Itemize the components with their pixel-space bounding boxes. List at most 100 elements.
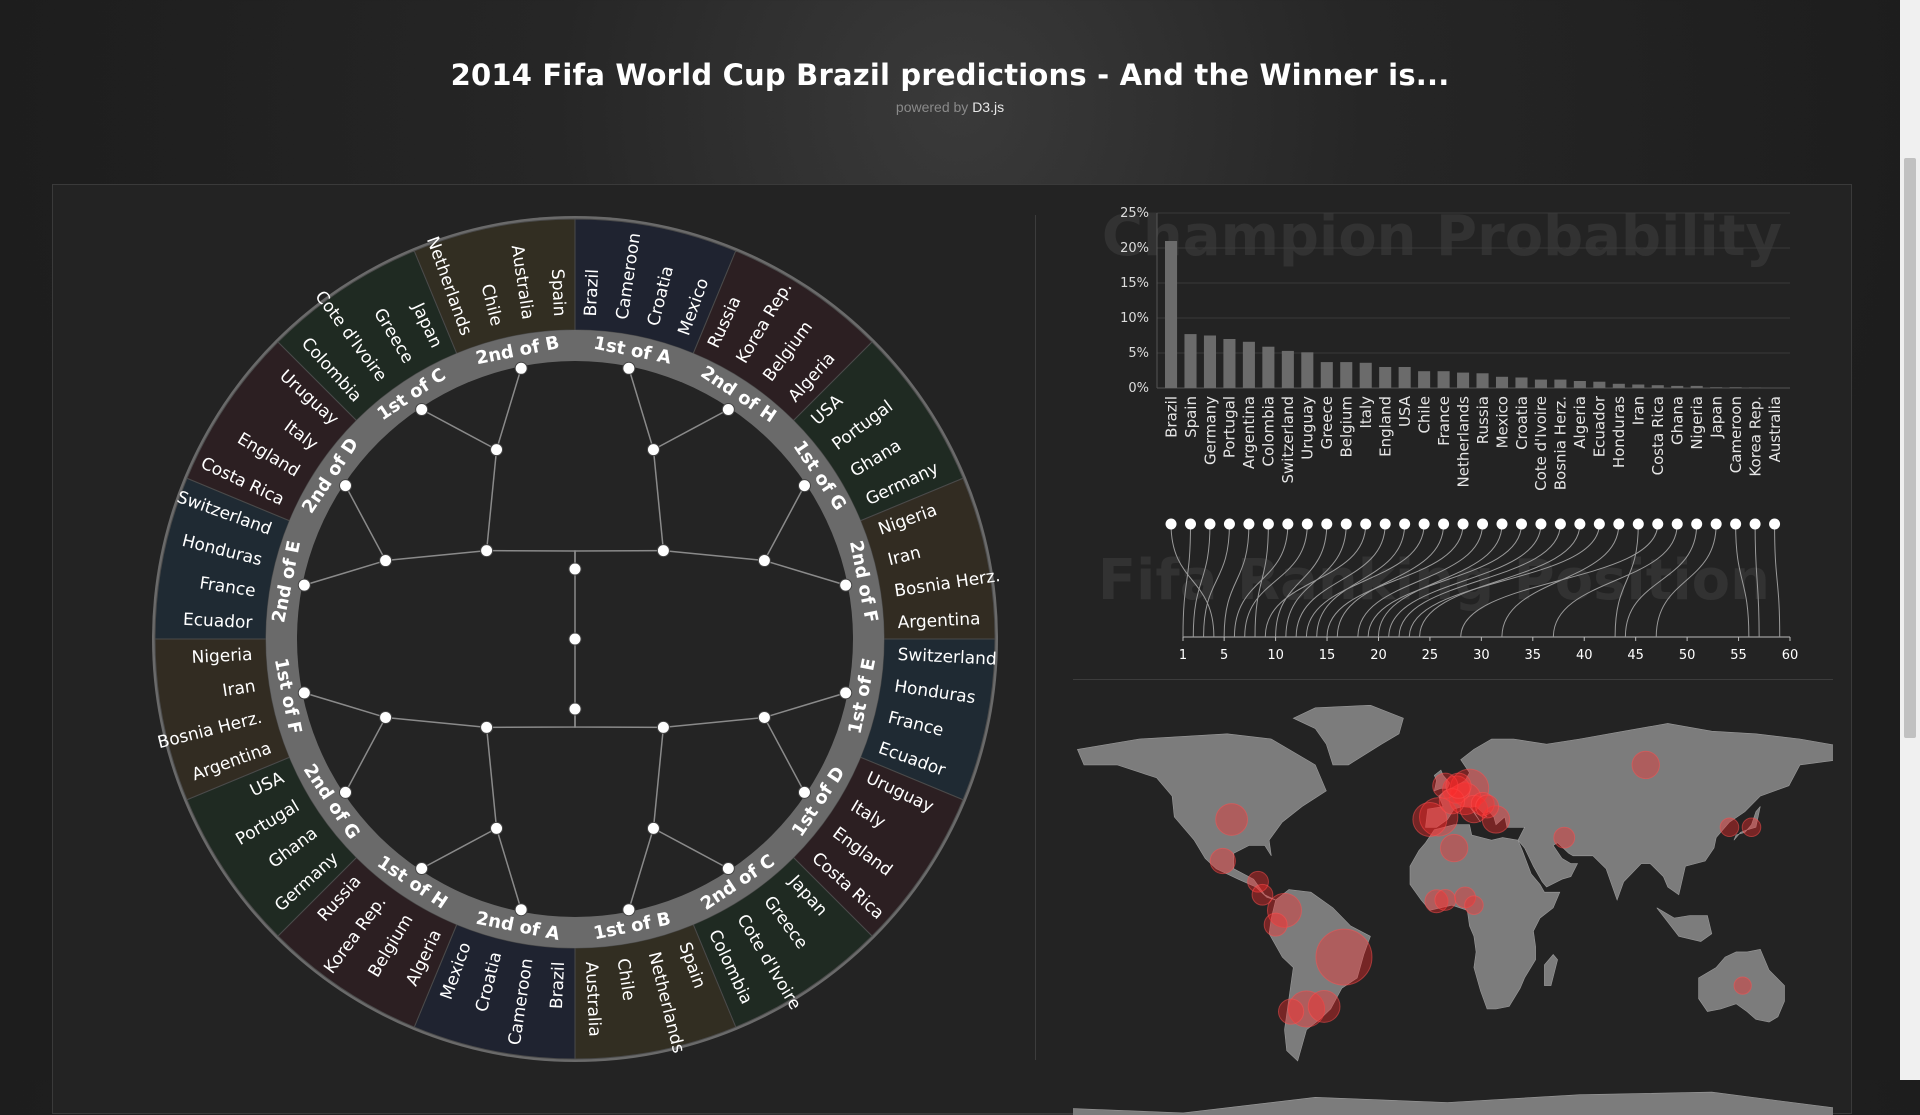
bracket-node[interactable] — [481, 721, 493, 733]
ranking-node[interactable] — [1399, 519, 1410, 530]
country-hotspot[interactable] — [1440, 834, 1467, 861]
bar[interactable] — [1457, 373, 1469, 388]
ranking-node[interactable] — [1711, 519, 1722, 530]
bar[interactable] — [1204, 336, 1216, 389]
bar[interactable] — [1515, 378, 1527, 389]
bar[interactable] — [1652, 385, 1664, 388]
bar[interactable] — [1379, 367, 1391, 388]
country-hotspot[interactable] — [1720, 818, 1739, 837]
bracket-node[interactable] — [798, 786, 810, 798]
ranking-node[interactable] — [1224, 519, 1235, 530]
ranking-node[interactable] — [1594, 519, 1605, 530]
bracket-node[interactable] — [515, 904, 527, 916]
bracket-node[interactable] — [380, 711, 392, 723]
bracket-node[interactable] — [840, 687, 852, 699]
country-hotspot[interactable] — [1278, 999, 1303, 1024]
bar[interactable] — [1262, 347, 1274, 388]
ranking-node[interactable] — [1730, 519, 1741, 530]
bracket-node[interactable] — [416, 404, 428, 416]
bar[interactable] — [1632, 385, 1644, 389]
ranking-node[interactable] — [1750, 519, 1761, 530]
country-hotspot[interactable] — [1252, 884, 1273, 905]
ranking-node[interactable] — [1535, 519, 1546, 530]
country-hotspot[interactable] — [1316, 929, 1372, 985]
ranking-node[interactable] — [1497, 519, 1508, 530]
ranking-node[interactable] — [1613, 519, 1624, 530]
bracket-node[interactable] — [569, 563, 581, 575]
bracket-node[interactable] — [722, 862, 734, 874]
bar[interactable] — [1418, 371, 1430, 388]
bracket-node[interactable] — [623, 904, 635, 916]
bar[interactable] — [1613, 384, 1625, 388]
ranking-node[interactable] — [1419, 519, 1430, 530]
bracket-node[interactable] — [515, 362, 527, 374]
bracket-node[interactable] — [380, 555, 392, 567]
country-hotspot[interactable] — [1554, 827, 1575, 848]
bar[interactable] — [1574, 381, 1586, 388]
ranking-node[interactable] — [1185, 519, 1196, 530]
country-hotspot[interactable] — [1476, 795, 1499, 818]
ranking-node[interactable] — [1263, 519, 1274, 530]
bracket-node[interactable] — [758, 711, 770, 723]
bar[interactable] — [1223, 339, 1235, 388]
ranking-node[interactable] — [1438, 519, 1449, 530]
bracket-node[interactable] — [657, 545, 669, 557]
bar[interactable] — [1340, 362, 1352, 388]
ranking-node[interactable] — [1691, 519, 1702, 530]
bracket-node[interactable] — [491, 822, 503, 834]
ranking-node[interactable] — [1555, 519, 1566, 530]
country-hotspot[interactable] — [1632, 751, 1659, 778]
bar[interactable] — [1438, 371, 1450, 388]
bracket-node[interactable] — [298, 687, 310, 699]
bar[interactable] — [1554, 380, 1566, 388]
country-hotspot[interactable] — [1742, 818, 1761, 837]
ranking-node[interactable] — [1516, 519, 1527, 530]
bracket-node[interactable] — [416, 862, 428, 874]
ranking-node[interactable] — [1243, 519, 1254, 530]
country-hotspot[interactable] — [1264, 913, 1287, 936]
bracket-node[interactable] — [623, 362, 635, 374]
bracket-node[interactable] — [481, 545, 493, 557]
country-hotspot[interactable] — [1216, 804, 1248, 836]
ranking-node[interactable] — [1204, 519, 1215, 530]
d3js-link[interactable]: D3.js — [972, 99, 1004, 115]
bracket-node[interactable] — [840, 579, 852, 591]
bracket-node[interactable] — [758, 555, 770, 567]
bracket-node[interactable] — [657, 721, 669, 733]
country-hotspot[interactable] — [1210, 848, 1235, 873]
country-hotspot[interactable] — [1435, 890, 1456, 911]
ranking-node[interactable] — [1652, 519, 1663, 530]
bar[interactable] — [1282, 351, 1294, 388]
bar[interactable] — [1593, 382, 1605, 388]
country-hotspot[interactable] — [1465, 896, 1484, 915]
bar[interactable] — [1243, 342, 1255, 388]
bar[interactable] — [1691, 386, 1703, 388]
bracket-node[interactable] — [340, 480, 352, 492]
bracket-node[interactable] — [491, 444, 503, 456]
ranking-node[interactable] — [1321, 519, 1332, 530]
bracket-node[interactable] — [298, 579, 310, 591]
bar[interactable] — [1710, 387, 1722, 388]
bar[interactable] — [1399, 367, 1411, 388]
bracket-node[interactable] — [340, 786, 352, 798]
bar[interactable] — [1496, 377, 1508, 388]
bar[interactable] — [1477, 373, 1489, 388]
bar[interactable] — [1671, 386, 1683, 388]
ranking-node[interactable] — [1166, 519, 1177, 530]
ranking-node[interactable] — [1380, 519, 1391, 530]
bracket-node[interactable] — [722, 404, 734, 416]
country-hotspot[interactable] — [1446, 773, 1471, 798]
ranking-node[interactable] — [1458, 519, 1469, 530]
bar[interactable] — [1301, 352, 1313, 388]
ranking-node[interactable] — [1282, 519, 1293, 530]
bar[interactable] — [1360, 363, 1372, 388]
bar[interactable] — [1184, 334, 1196, 388]
ranking-node[interactable] — [1302, 519, 1313, 530]
bracket-node[interactable] — [569, 633, 581, 645]
bar[interactable] — [1165, 241, 1177, 388]
ranking-node[interactable] — [1477, 519, 1488, 530]
ranking-node[interactable] — [1574, 519, 1585, 530]
bracket-node[interactable] — [647, 822, 659, 834]
ranking-node[interactable] — [1672, 519, 1683, 530]
bracket-node[interactable] — [798, 480, 810, 492]
